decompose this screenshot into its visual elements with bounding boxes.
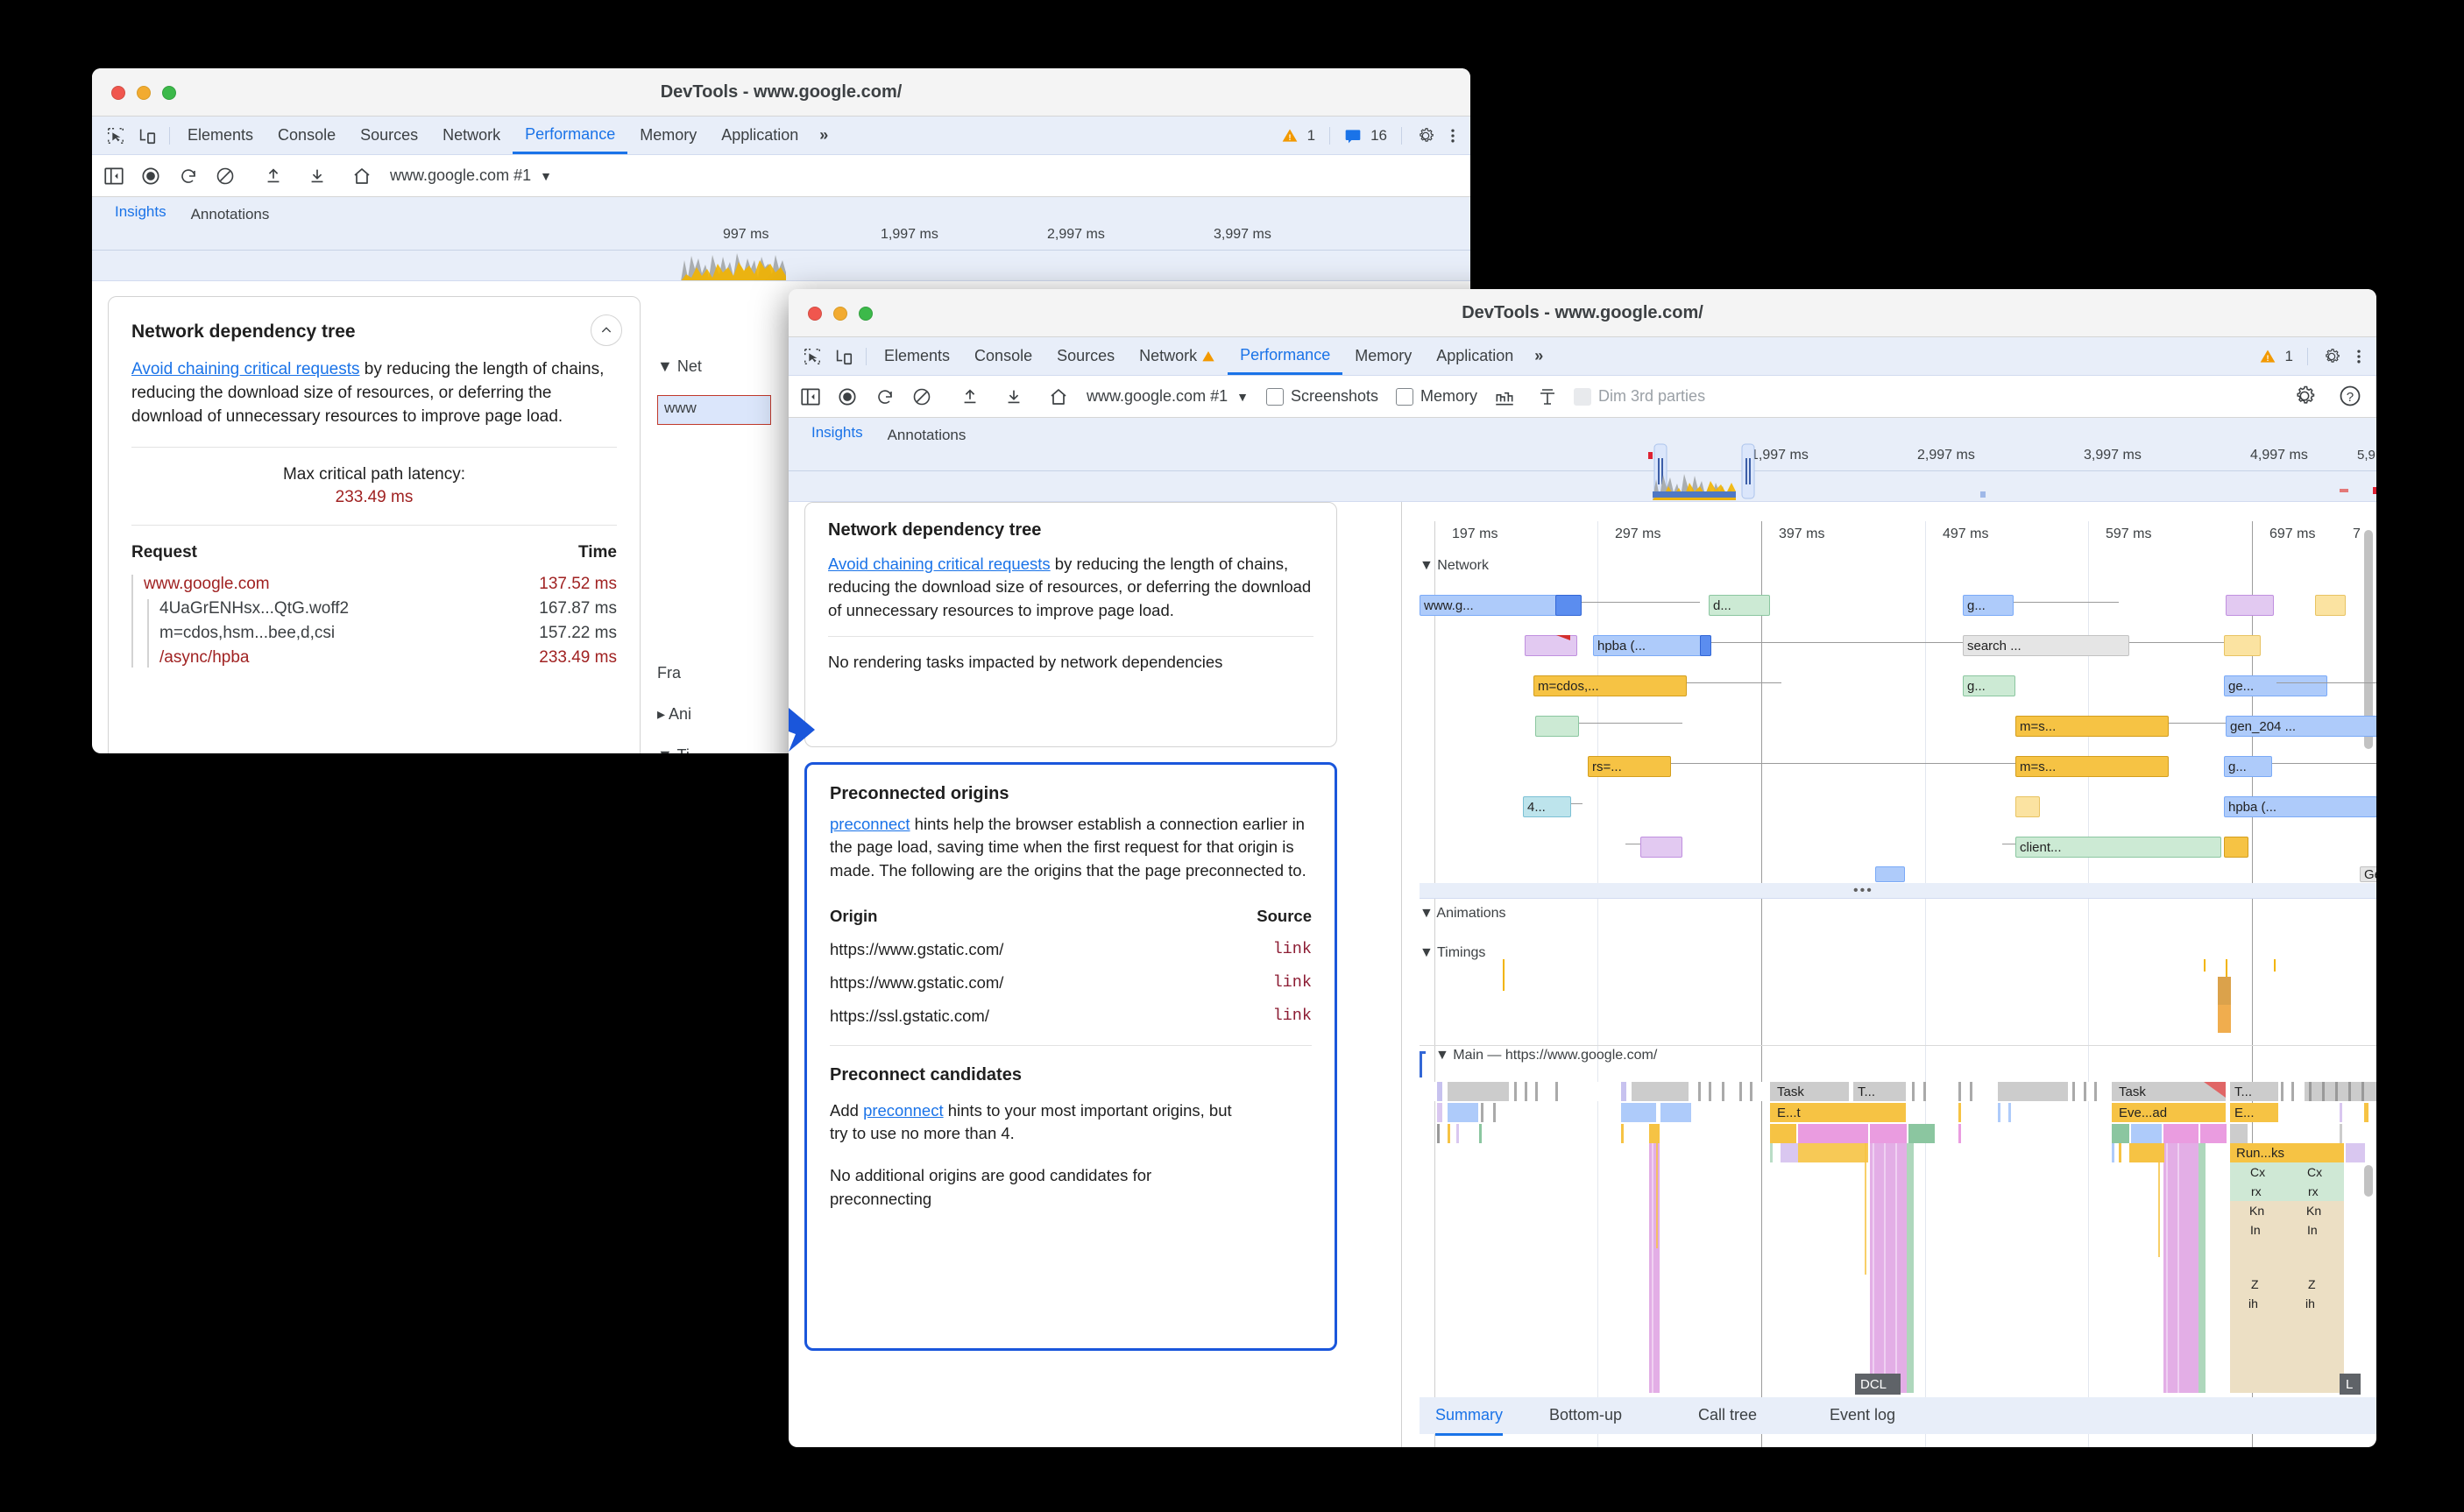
svg-text:Task: Task xyxy=(1777,1085,1804,1099)
svg-text:Run...ks: Run...ks xyxy=(2236,1146,2284,1161)
svg-text:L: L xyxy=(2346,1377,2353,1392)
svg-text:Kn: Kn xyxy=(2306,1204,2321,1218)
svg-text:ih: ih xyxy=(2305,1297,2315,1311)
svg-text:In: In xyxy=(2250,1223,2261,1237)
svg-text:Eve...ad: Eve...ad xyxy=(2119,1106,2167,1120)
svg-text:!: ! xyxy=(2266,354,2269,363)
svg-text:Z: Z xyxy=(2251,1277,2259,1291)
svg-text:T...: T... xyxy=(1858,1085,1875,1099)
svg-text:Task: Task xyxy=(2119,1085,2146,1099)
svg-text:DCL: DCL xyxy=(1860,1377,1887,1392)
svg-text:Kn: Kn xyxy=(2249,1204,2264,1218)
svg-text:?: ? xyxy=(2347,390,2354,405)
svg-text:!: ! xyxy=(1288,133,1291,142)
svg-text:E...t: E...t xyxy=(1777,1106,1802,1120)
svg-text:T...: T... xyxy=(2234,1085,2252,1099)
svg-text:Cx: Cx xyxy=(2307,1165,2322,1179)
svg-text:E...: E... xyxy=(2234,1106,2255,1120)
svg-text:In: In xyxy=(2307,1223,2318,1237)
svg-text:Z: Z xyxy=(2308,1277,2316,1291)
svg-text:rx: rx xyxy=(2308,1184,2319,1198)
svg-text:ih: ih xyxy=(2248,1297,2258,1311)
svg-text:rx: rx xyxy=(2251,1184,2262,1198)
svg-text:Cx: Cx xyxy=(2250,1165,2265,1179)
